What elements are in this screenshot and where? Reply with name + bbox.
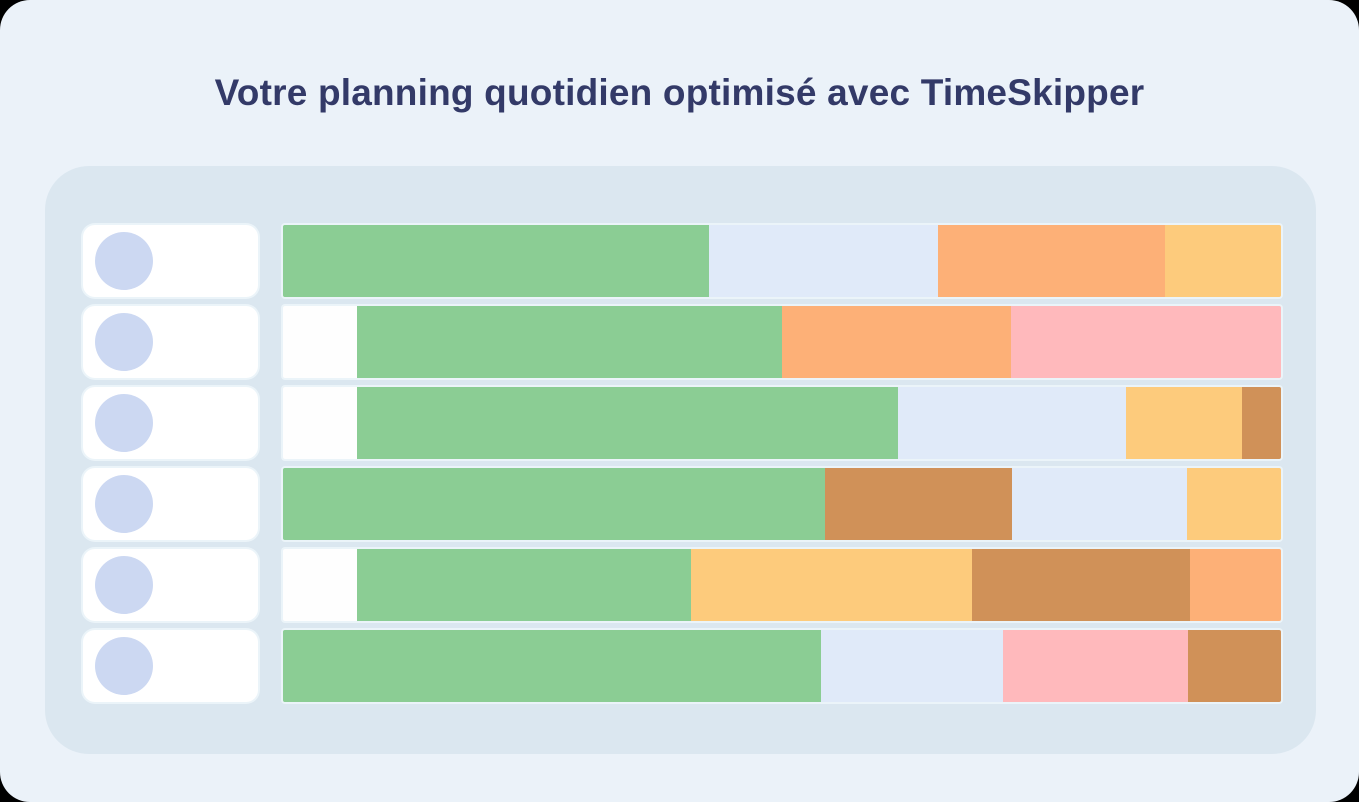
schedule-bar <box>283 306 1281 378</box>
schedule-segment-white <box>283 306 357 378</box>
schedule-segment-green <box>283 630 821 702</box>
schedule-bar <box>283 225 1281 297</box>
schedule-segment-green <box>356 306 782 378</box>
schedule-segment-brown <box>971 549 1191 621</box>
row-label-card <box>83 468 258 540</box>
schedule-bar <box>283 630 1281 702</box>
avatar-circle <box>95 475 153 533</box>
avatar-circle <box>95 232 153 290</box>
planning-row <box>83 468 1281 540</box>
planning-row <box>83 225 1281 297</box>
schedule-segment-yellow <box>1187 468 1281 540</box>
schedule-bar <box>283 549 1281 621</box>
row-label-card <box>83 387 258 459</box>
planning-card <box>45 166 1316 754</box>
schedule-segment-orange <box>937 225 1166 297</box>
page-title: Votre planning quotidien optimisé avec T… <box>214 72 1145 113</box>
schedule-bar <box>283 387 1281 459</box>
schedule-segment-yellow <box>1126 387 1243 459</box>
schedule-segment-green <box>283 468 825 540</box>
row-label-card <box>83 225 258 297</box>
schedule-segment-orange <box>1190 549 1281 621</box>
planning-row <box>83 549 1281 621</box>
avatar-circle <box>95 394 153 452</box>
schedule-segment-brown <box>1242 387 1281 459</box>
avatar-circle <box>95 556 153 614</box>
schedule-segment-white <box>283 549 357 621</box>
schedule-segment-brown <box>1188 630 1281 702</box>
schedule-segment-pink <box>1002 630 1189 702</box>
avatar-circle <box>95 313 153 371</box>
planning-rows <box>83 225 1281 702</box>
avatar-circle <box>95 637 153 695</box>
schedule-segment-pink <box>1010 306 1281 378</box>
schedule-segment-green <box>283 225 710 297</box>
schedule-segment-lightblue <box>820 630 1003 702</box>
row-label-card <box>83 630 258 702</box>
schedule-segment-white <box>283 387 357 459</box>
row-label-card <box>83 549 258 621</box>
schedule-segment-orange <box>781 306 1011 378</box>
schedule-segment-brown <box>824 468 1012 540</box>
planning-row <box>83 387 1281 459</box>
schedule-bar <box>283 468 1281 540</box>
schedule-segment-green <box>356 387 898 459</box>
row-label-card <box>83 306 258 378</box>
schedule-segment-lightblue <box>897 387 1127 459</box>
schedule-segment-lightblue <box>1011 468 1188 540</box>
schedule-segment-lightblue <box>709 225 938 297</box>
schedule-segment-yellow <box>1165 225 1281 297</box>
schedule-segment-green <box>356 549 692 621</box>
planning-row <box>83 306 1281 378</box>
schedule-segment-yellow <box>691 549 972 621</box>
planning-row <box>83 630 1281 702</box>
